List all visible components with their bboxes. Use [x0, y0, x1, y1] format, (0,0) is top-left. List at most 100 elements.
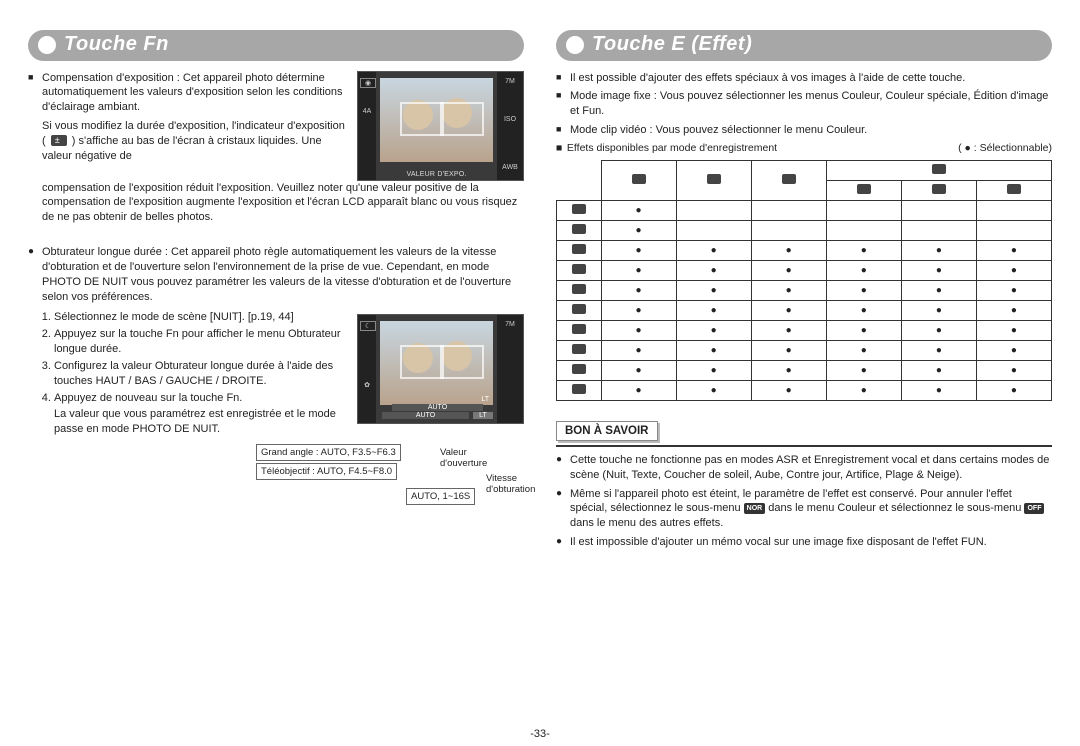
table-cell: ●: [901, 280, 976, 300]
row-icon: [557, 380, 602, 400]
col-icon-2: [707, 174, 721, 184]
table-cell: ●: [751, 320, 826, 340]
spec-callouts: Grand angle : AUTO, F3.5~F6.3 Téléobject…: [28, 443, 524, 515]
size-badge-2: 7M: [499, 321, 521, 328]
night-mode-icon: ☾: [360, 321, 376, 331]
table-row: ●●●●●●: [557, 320, 1052, 340]
lcd-caption-1: VALEUR D'EXPO.: [380, 171, 493, 178]
table-cell: ●: [601, 360, 676, 380]
table-cell: ●: [676, 260, 751, 280]
flash-off-icon: ✿: [360, 381, 374, 389]
table-cell: [826, 220, 901, 240]
table-cell: ●: [976, 360, 1051, 380]
table-cell: ●: [751, 380, 826, 400]
table-cell: ●: [601, 200, 676, 220]
table-row: ●●●●●●: [557, 300, 1052, 320]
table-cell: ●: [976, 320, 1051, 340]
row-icon: [557, 360, 602, 380]
table-cell: ●: [976, 380, 1051, 400]
exposure-section: ◉ 4A 7M ISO AWB VALEUR D'EXPO. Compensat…: [28, 71, 524, 181]
col-icon-5: [932, 184, 946, 194]
info-item-2: Même si l'appareil photo est éteint, le …: [556, 487, 1052, 532]
table-cell: ●: [976, 300, 1051, 320]
table-row: ●: [557, 200, 1052, 220]
bullet-icon: [38, 36, 56, 54]
row-icon: [557, 260, 602, 280]
table-cell: ●: [901, 260, 976, 280]
left-title: Touche Fn: [64, 33, 169, 56]
table-cell: ●: [601, 220, 676, 240]
info-body: Cette touche ne fonctionne pas en modes …: [556, 445, 1052, 550]
table-cell: [751, 220, 826, 240]
spec-wide: Grand angle : AUTO, F3.5~F6.3: [256, 444, 401, 461]
table-cell: [826, 200, 901, 220]
row-icon: [557, 320, 602, 340]
intro-2: Mode image fixe : Vous pouvez sélectionn…: [556, 89, 1052, 119]
table-cell: ●: [751, 240, 826, 260]
table-cell: ●: [826, 240, 901, 260]
right-header: Touche E (Effet): [556, 30, 1052, 61]
shutter-label: Vitesse d'obturation: [486, 473, 546, 495]
table-row: ●●●●●●: [557, 280, 1052, 300]
col-icon-6: [1007, 184, 1021, 194]
table-cell: ●: [601, 260, 676, 280]
table-cell: [676, 200, 751, 220]
table-cell: ●: [601, 240, 676, 260]
table-cell: ●: [601, 340, 676, 360]
table-cell: ●: [826, 280, 901, 300]
nor-badge: NOR: [744, 503, 766, 514]
page-number: -33-: [0, 728, 1080, 740]
long-shutter-bullet: Obturateur longue durée : Cet appareil p…: [28, 245, 524, 304]
table-cell: ●: [676, 240, 751, 260]
info-title: BON À SAVOIR: [556, 421, 658, 441]
col-group-icon: [932, 164, 946, 174]
table-cell: ●: [901, 320, 976, 340]
table-cell: ●: [901, 340, 976, 360]
table-cell: ●: [751, 260, 826, 280]
table-cell: ●: [826, 300, 901, 320]
table-cell: [676, 220, 751, 240]
intro-1: Il est possible d'ajouter des effets spé…: [556, 71, 1052, 86]
table-cell: ●: [676, 380, 751, 400]
col-icon-4: [857, 184, 871, 194]
table-cell: [976, 200, 1051, 220]
bullet-icon: [566, 36, 584, 54]
table-cell: ●: [751, 300, 826, 320]
table-cell: ●: [676, 280, 751, 300]
table-cell: ●: [826, 380, 901, 400]
table-cell: ●: [676, 360, 751, 380]
row-icon: [557, 200, 602, 220]
table-cell: [751, 200, 826, 220]
table-row: ●: [557, 220, 1052, 240]
info-item-3: Il est impossible d'ajouter un mémo voca…: [556, 535, 1052, 550]
table-cell: ●: [826, 360, 901, 380]
table-cell: ●: [901, 380, 976, 400]
table-cell: ●: [676, 340, 751, 360]
table-row: ●●●●●●: [557, 360, 1052, 380]
right-column: Touche E (Effet) Il est possible d'ajout…: [556, 30, 1052, 554]
awb-badge: AWB: [499, 164, 521, 171]
table-cell: [976, 220, 1051, 240]
col-icon-1: [632, 174, 646, 184]
left-header: Touche Fn: [28, 30, 524, 61]
table-cell: ●: [676, 300, 751, 320]
auto-2: AUTO: [382, 412, 469, 419]
table-cell: ●: [901, 360, 976, 380]
table-cell: ●: [901, 300, 976, 320]
legend-left: Effets disponibles par mode d'enregistre…: [567, 142, 777, 154]
ev-indicator-icon: [51, 135, 67, 146]
col-icon-3: [782, 174, 796, 184]
right-title: Touche E (Effet): [592, 33, 752, 56]
table-cell: ●: [826, 320, 901, 340]
table-row: ●●●●●●: [557, 340, 1052, 360]
iso-badge: ISO: [499, 116, 521, 123]
info-item-1: Cette touche ne fonctionne pas en modes …: [556, 453, 1052, 483]
intro-3: Mode clip vidéo : Vous pouvez sélectionn…: [556, 123, 1052, 138]
left-column: Touche Fn ◉ 4A 7M ISO AWB VALEUR D'EXPO.…: [28, 30, 524, 554]
table-cell: [901, 220, 976, 240]
effects-table: ●●●●●●●●●●●●●●●●●●●●●●●●●●●●●●●●●●●●●●●●…: [556, 160, 1052, 401]
table-cell: ●: [751, 340, 826, 360]
spec-tele: Téléobjectif : AUTO, F4.5~F8.0: [256, 463, 397, 480]
table-cell: [901, 200, 976, 220]
auto-1: AUTO: [392, 404, 483, 411]
